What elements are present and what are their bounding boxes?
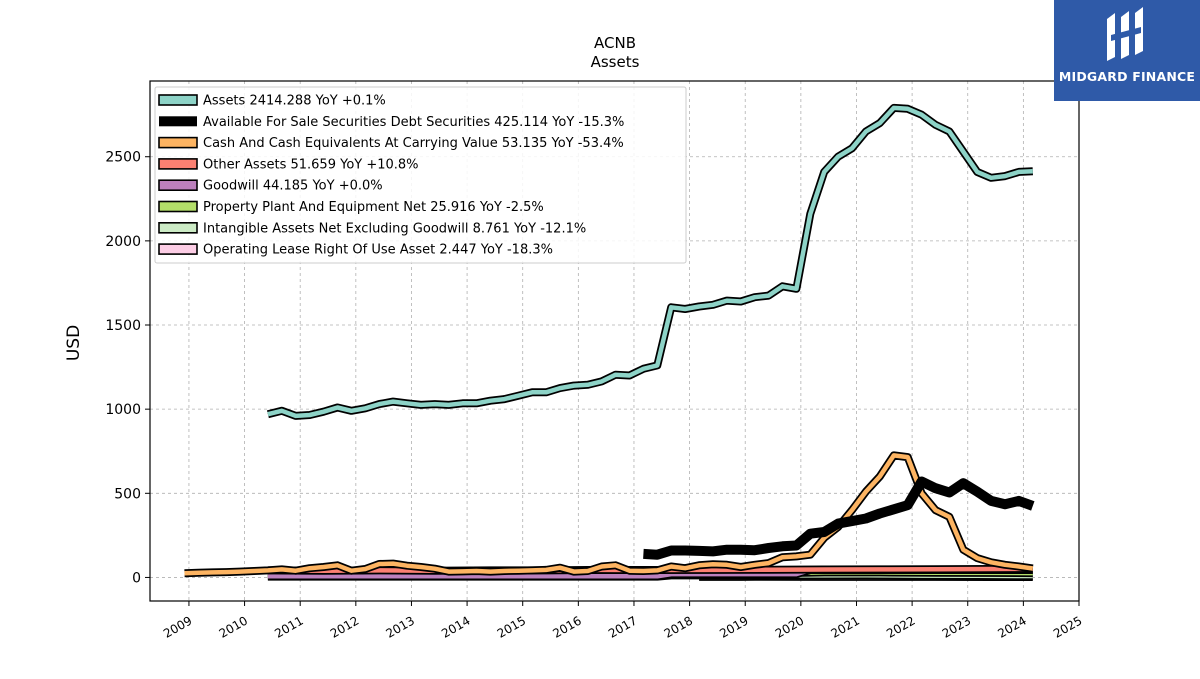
y-tick-label: 500 [114,486,141,502]
legend-swatch [159,138,197,148]
series-line [643,482,1032,555]
x-tick-label: 2024 [995,613,1028,640]
midgard-logo-icon [1101,5,1153,63]
x-tick-label: 2014 [439,613,472,640]
chart-subtitle: Assets [591,53,640,71]
legend-label: Available For Sale Securities Debt Secur… [203,115,624,130]
legend-item: Cash And Cash Equivalents At Carrying Va… [159,136,624,151]
chart-title: ACNB [594,34,636,52]
legend-swatch [159,244,197,254]
x-tick-label: 2023 [940,613,973,640]
x-tick-label: 2018 [662,613,695,640]
legend-label: Operating Lease Right Of Use Asset 2.447… [203,243,553,258]
legend-item: Available For Sale Securities Debt Secur… [159,115,624,130]
legend-label: Assets 2414.288 YoY +0.1% [203,94,386,109]
legend: Assets 2414.288 YoY +0.1% Available For S… [155,87,686,263]
x-tick-label: 2022 [884,613,917,640]
brand-name: MIDGARD FINANCE [1059,69,1195,84]
legend-swatch [159,159,197,169]
y-tick-label: 1000 [105,402,141,418]
legend-swatch [159,180,197,190]
y-tick-label: 2000 [105,234,141,250]
x-tick-label: 2010 [217,613,250,640]
legend-swatch [159,116,197,126]
x-tick-label: 2025 [1051,613,1084,640]
x-tick-label: 2021 [829,613,862,640]
legend-swatch [159,95,197,105]
series-available-for-sale-securities-debt-securities [643,482,1032,555]
x-tick-label: 2019 [717,613,750,640]
y-tick-label: 2500 [105,150,141,166]
brand-logo: MIDGARD FINANCE [1054,0,1200,101]
x-tick-label: 2015 [495,613,528,640]
legend-swatch [159,223,197,233]
legend-swatch [159,202,197,212]
x-tick-label: 2017 [606,613,639,640]
series-line [185,455,1033,573]
series-line-outline [185,455,1033,573]
legend-item: Intangible Assets Net Excluding Goodwill… [159,221,586,236]
y-tick-label: 1500 [105,318,141,334]
x-tick-label: 2016 [550,613,583,640]
y-axis-label: USD [64,325,84,361]
x-tick-label: 2011 [272,613,305,640]
legend-label: Cash And Cash Equivalents At Carrying Va… [203,136,624,151]
legend-label: Other Assets 51.659 YoY +10.8% [203,157,419,172]
x-tick-label: 2020 [773,613,806,640]
legend-label: Goodwill 44.185 YoY +0.0% [203,179,383,194]
x-tick-label: 2012 [328,613,361,640]
series-cash-and-cash-equivalents-at-carrying-value [185,455,1033,573]
x-tick-label: 2013 [384,613,417,640]
legend-label: Intangible Assets Net Excluding Goodwill… [203,221,586,236]
legend-box [155,87,686,263]
legend-label: Property Plant And Equipment Net 25.916 … [203,200,544,215]
legend-item: Operating Lease Right Of Use Asset 2.447… [159,243,553,258]
x-tick-label: 2009 [161,613,194,640]
y-tick-label: 0 [132,570,141,586]
legend-item: Property Plant And Equipment Net 25.916 … [159,200,544,215]
